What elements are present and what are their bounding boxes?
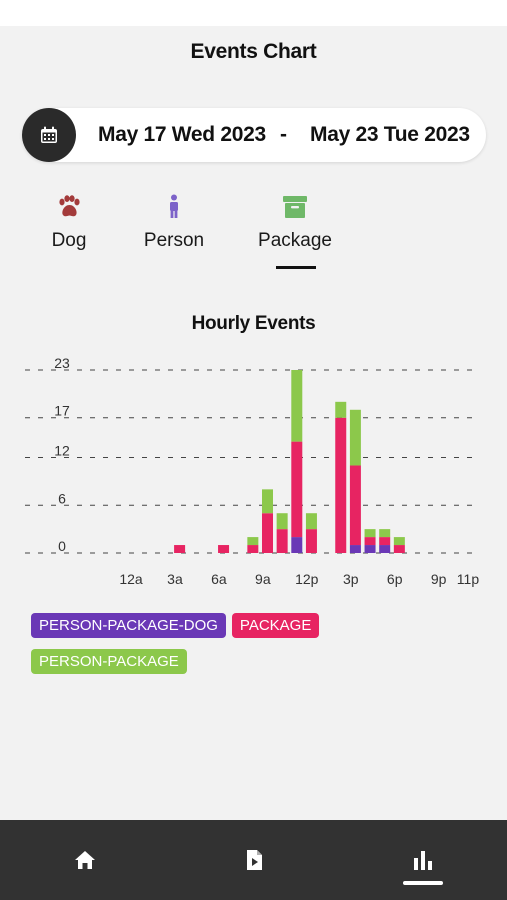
bar-segment [335, 401, 347, 418]
bar-segment [276, 513, 288, 530]
tab-package-label: Package [258, 230, 332, 251]
bar-segment [247, 537, 259, 546]
bar-segment [379, 545, 391, 553]
nav-recordings[interactable] [214, 820, 294, 900]
y-tick-label: 6 [58, 490, 66, 506]
bar-segment [291, 537, 303, 553]
nav-home[interactable] [45, 820, 125, 900]
bar-segment [291, 441, 303, 538]
bar-segment [276, 529, 288, 553]
bar-segment [262, 513, 273, 553]
date-separator: - [280, 123, 287, 146]
y-tick-label: 0 [58, 538, 66, 554]
bar-segment [247, 545, 259, 553]
bar-segment [174, 545, 186, 553]
tab-person[interactable]: Person [129, 190, 219, 252]
legend-item: PERSON-PACKAGE-DOG [31, 613, 226, 638]
bar-segment [291, 370, 303, 442]
legend-item: PACKAGE [231, 613, 320, 638]
page-title: Events Chart [190, 40, 317, 63]
tab-dog[interactable]: Dog [24, 190, 114, 252]
selected-tab-indicator [276, 266, 316, 269]
legend-item: PERSON-PACKAGE [31, 649, 187, 674]
bar-chart-icon [414, 851, 432, 870]
y-tick-label: 23 [54, 355, 70, 371]
x-tick-label: 9a [255, 571, 271, 587]
bottom-navigation [0, 820, 507, 900]
document-play-icon [247, 850, 262, 870]
x-tick-label: 6a [211, 571, 227, 587]
bar-segment [335, 417, 347, 553]
y-tick-label: 17 [54, 403, 70, 419]
bar-segment [364, 529, 376, 538]
chart-legend: PERSON-PACKAGE-DOG PACKAGE PERSON-PACKAGE [31, 613, 451, 685]
paw-icon [59, 195, 80, 217]
bar-segment [349, 465, 361, 546]
tab-person-label: Person [143, 230, 205, 251]
calendar-icon [41, 126, 57, 143]
x-tick-label: 3p [343, 571, 359, 587]
tab-package[interactable]: Package [250, 190, 340, 252]
chart-title: Hourly Events [191, 313, 316, 334]
bar-segment [393, 537, 405, 546]
y-tick-label: 12 [54, 443, 70, 459]
start-date[interactable]: May 17 Wed 2023 [98, 123, 266, 146]
home-icon [75, 851, 95, 869]
nav-events-chart[interactable] [383, 820, 463, 900]
x-tick-label: 6p [387, 571, 403, 587]
tab-dog-label: Dog [51, 230, 87, 251]
bar-segment [364, 545, 376, 553]
hourly-events-chart: 0 6 12 17 23 12a 3a 6a 9a 12p 3p 6p 9p 11p [25, 355, 480, 587]
selected-nav-indicator [403, 881, 443, 885]
calendar-button[interactable] [22, 108, 76, 162]
bar-segment [379, 529, 391, 538]
status-bar [0, 0, 507, 26]
person-icon [170, 194, 178, 218]
x-tick-label: 3a [167, 571, 183, 587]
x-tick-label: 12a [119, 571, 143, 587]
bar-segment [393, 545, 405, 553]
x-tick-label: 12p [295, 571, 319, 587]
bar-segment [364, 537, 376, 546]
bar-segment [349, 409, 361, 466]
date-range-bar[interactable]: May 17 Wed 2023 - May 23 Tue 2023 [22, 108, 486, 162]
bar-segment [379, 537, 391, 546]
bar-segment [305, 513, 317, 530]
x-tick-label: 9p [431, 571, 447, 587]
x-tick-label: 11p [457, 571, 480, 587]
bar-segment [349, 545, 361, 553]
bar-segment [305, 529, 317, 553]
package-box-icon [283, 196, 307, 218]
bar-segment [218, 545, 230, 553]
end-date[interactable]: May 23 Tue 2023 [310, 123, 470, 146]
bar-segment [262, 489, 273, 514]
